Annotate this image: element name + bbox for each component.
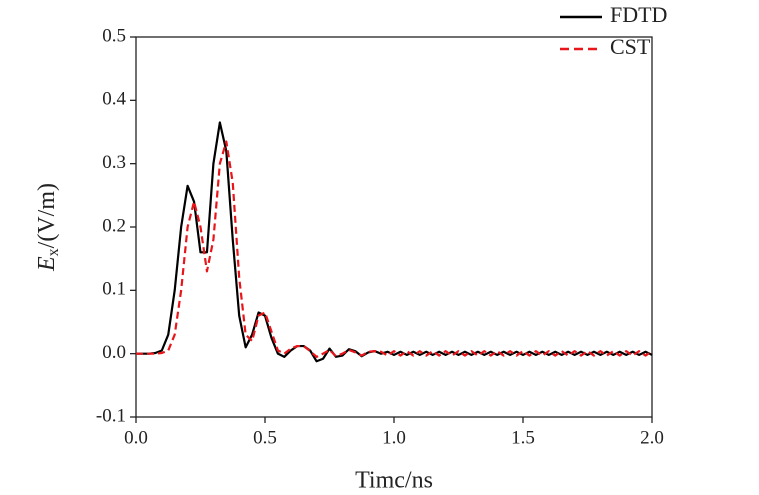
legend-label: FDTD [610,2,667,27]
y-label-symbol: E [34,256,60,272]
y-tick-label: 0.0 [102,342,126,363]
y-tick-label: -0.1 [96,405,126,426]
x-tick-label: 0.5 [253,427,277,448]
x-axis-label: Timc/ns [355,468,433,494]
x-tick-label: 1.5 [511,427,535,448]
y-tick-label: 0.4 [102,89,126,110]
y-axis-label: Ex/(V/m) [34,183,62,272]
y-tick-label: 0.2 [102,215,126,236]
y-label-unit: /(V/m) [34,183,60,248]
y-tick-label: 0.3 [102,152,126,173]
x-tick-label: 0.0 [124,427,148,448]
series-line [136,121,653,363]
y-tick-label: 0.1 [102,279,126,300]
x-tick-label: 2.0 [640,427,664,448]
x-tick-label: 1.0 [382,427,406,448]
legend-label: CST [610,34,651,59]
y-label-subscript: x [45,248,62,256]
series-line [136,140,653,358]
y-tick-label: 0.5 [102,25,126,46]
